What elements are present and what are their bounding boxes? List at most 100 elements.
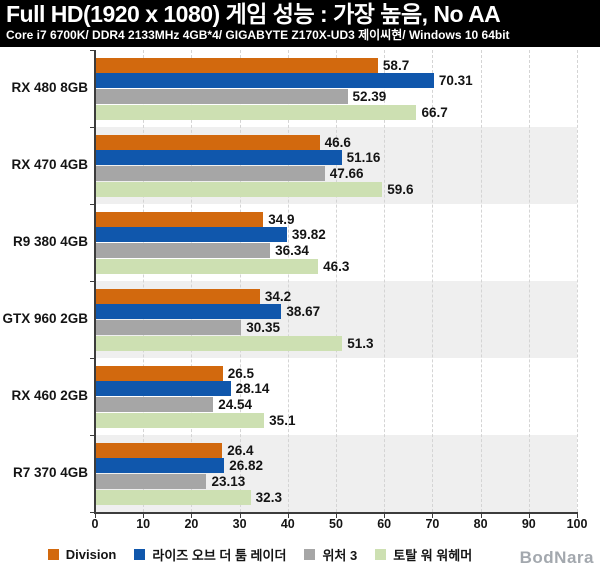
- data-bar: [95, 458, 225, 474]
- x-tick: [287, 514, 289, 518]
- data-bar: [95, 381, 231, 397]
- x-tick-label: 10: [136, 517, 151, 531]
- legend-label: 위처 3: [322, 548, 358, 563]
- legend-label: 토탈 워 워헤머: [393, 548, 473, 563]
- x-tick-label: 90: [521, 517, 536, 531]
- value-label: 34.2: [264, 288, 292, 304]
- chart-legend: Division 라이즈 오브 더 툼 레이더 위처 3 토탈 워 워헤머: [0, 545, 520, 564]
- x-tick: [528, 514, 530, 518]
- data-bar: [95, 442, 223, 458]
- x-tick-label: 0: [91, 517, 99, 531]
- value-label: 47.66: [329, 166, 364, 181]
- gridline: [239, 50, 241, 512]
- y-tick: [90, 512, 94, 513]
- value-label: 58.7: [382, 57, 410, 73]
- value-label: 59.6: [387, 181, 414, 197]
- x-tick: [95, 514, 96, 518]
- category-label: RX 460 2GB: [11, 387, 88, 403]
- x-tick-label: 70: [425, 517, 440, 531]
- value-label: 38.67: [286, 304, 321, 320]
- category-label: RX 470 4GB: [11, 156, 88, 172]
- legend-item: 토탈 워 워헤머: [375, 545, 472, 564]
- legend-item: 위처 3: [304, 545, 357, 564]
- legend-item: 라이즈 오브 더 툼 레이더: [134, 545, 286, 564]
- data-bar: [95, 73, 434, 89]
- value-label: 30.35: [246, 320, 281, 335]
- value-label: 51.3: [347, 335, 374, 351]
- x-tick-label: 20: [184, 517, 199, 531]
- value-label: 26.5: [227, 365, 254, 381]
- x-tick: [191, 514, 193, 518]
- value-label: 35.1: [269, 412, 296, 428]
- data-bar: [95, 304, 282, 320]
- x-tick-label: 40: [280, 517, 295, 531]
- legend-item: Division: [47, 547, 117, 562]
- data-bar: [95, 57, 378, 73]
- legend-swatch-icon: [134, 549, 146, 560]
- value-label: 26.82: [229, 458, 264, 474]
- data-bar: [95, 397, 214, 412]
- data-bar: [95, 412, 265, 428]
- data-bar: [95, 474, 207, 489]
- value-label: 51.16: [346, 150, 381, 166]
- x-axis-line: [94, 512, 578, 514]
- gridline: [432, 50, 434, 512]
- y-axis-line: [94, 50, 96, 513]
- data-bar: [95, 104, 417, 120]
- data-bar: [95, 258, 319, 274]
- legend-label: Division: [65, 547, 117, 562]
- chart-header: Full HD(1920 x 1080) 게임 성능 : 가장 높음, No A…: [0, 0, 600, 47]
- x-tick: [336, 514, 337, 518]
- y-tick: [90, 127, 94, 128]
- data-bar: [95, 227, 287, 243]
- gridline: [577, 50, 578, 512]
- y-tick: [90, 281, 94, 282]
- data-bar: [95, 288, 260, 304]
- x-tick: [384, 514, 386, 518]
- x-tick-label: 100: [566, 517, 588, 531]
- gridline: [528, 50, 530, 512]
- x-tick-label: 50: [329, 517, 343, 531]
- value-label: 39.82: [291, 227, 326, 243]
- legend-swatch-icon: [304, 549, 316, 560]
- y-tick: [90, 358, 94, 359]
- x-tick: [577, 514, 578, 518]
- value-label: 36.34: [275, 243, 309, 258]
- x-tick: [239, 514, 241, 518]
- category-label: GTX 960 2GB: [2, 310, 88, 326]
- y-tick: [90, 435, 94, 436]
- x-tick-label: 80: [473, 517, 488, 531]
- data-bar: [95, 211, 264, 227]
- value-label: 34.9: [268, 211, 295, 227]
- gridline: [384, 50, 386, 512]
- data-bar: [95, 365, 223, 381]
- x-tick-label: 60: [377, 517, 392, 531]
- data-bar: [95, 320, 242, 335]
- value-label: 52.39: [352, 89, 387, 104]
- category-label: R9 380 4GB: [12, 233, 88, 249]
- value-label: 46.6: [324, 134, 351, 150]
- category-label: RX 480 8GB: [11, 79, 88, 95]
- value-label: 32.3: [255, 489, 282, 505]
- data-bar: [95, 489, 251, 505]
- legend-swatch-icon: [375, 549, 387, 560]
- value-label: 23.13: [211, 474, 246, 489]
- plot-area: 58.7 70.31 52.39 66.7 46.6 51.16 47.66 59.6 34.9…: [95, 50, 578, 512]
- bodnara-logo: BodNara: [519, 548, 594, 567]
- x-tick: [432, 514, 434, 518]
- gridline: [480, 50, 482, 512]
- y-tick: [90, 204, 94, 205]
- value-label: 26.4: [227, 442, 254, 458]
- category-label: R7 370 4GB: [12, 464, 88, 480]
- data-bar: [95, 150, 342, 166]
- data-bar: [95, 89, 348, 104]
- value-label: 46.3: [323, 258, 350, 274]
- legend-swatch-icon: [47, 549, 59, 560]
- page-subtitle: Core i7 6700K/ DDR4 2133MHz 4GB*4/ GIGAB…: [6, 28, 510, 42]
- y-tick: [90, 50, 94, 51]
- x-tick-label: 30: [232, 517, 247, 531]
- value-label: 24.54: [218, 397, 253, 412]
- gridline: [287, 50, 289, 512]
